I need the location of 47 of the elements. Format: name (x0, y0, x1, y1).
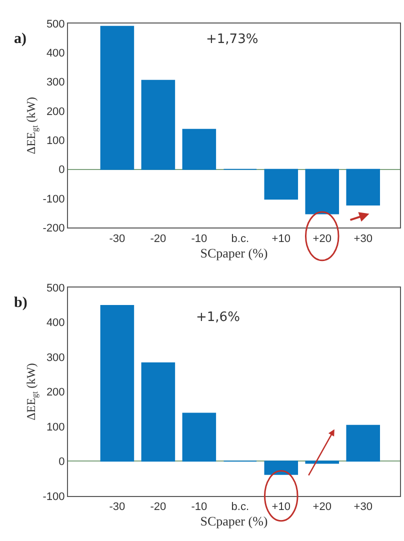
x-tick-label: +10 (272, 501, 290, 514)
text: b) (14, 295, 28, 311)
x-axis-title: SCpaper (%) (200, 514, 268, 529)
y-tick-label: 300 (46, 76, 65, 89)
annotation: +1,73% (206, 32, 258, 47)
x-tick-label: +30 (354, 501, 372, 514)
x-tick-label: -10 (191, 501, 208, 514)
bar (100, 305, 134, 462)
y-tick-label: 300 (46, 352, 65, 364)
x-tick-label: b.c. (231, 501, 250, 514)
x-tick-label: -20 (150, 232, 166, 245)
bar (264, 460, 298, 475)
bar (141, 80, 176, 170)
x-tick-label: b.c. (231, 232, 250, 245)
y-tick-label: -200 (42, 222, 65, 235)
x-tick-label: +30 (354, 232, 372, 245)
bar (346, 168, 380, 206)
y-tick-label: 200 (46, 386, 65, 399)
bar (141, 362, 176, 462)
bar (264, 168, 298, 200)
x-tick-label: -20 (150, 501, 166, 514)
x-axis-title: SCpaper (%) (200, 246, 268, 261)
x-tick-label: -30 (109, 232, 126, 245)
annotation: +1,6% (196, 310, 240, 325)
x-tick-label: +20 (312, 501, 332, 514)
y-tick-label: 500 (46, 282, 65, 294)
y-tick-label: 500 (46, 18, 65, 30)
y-tick-label: 100 (46, 135, 65, 148)
bar (182, 412, 216, 462)
text: a) (14, 31, 26, 47)
bar (100, 26, 134, 170)
y-tick-label: -100 (42, 490, 65, 503)
y-tick-label: 0 (58, 164, 65, 176)
bar (305, 460, 340, 464)
x-tick-label: -10 (191, 232, 208, 245)
y-tick-label: 200 (46, 106, 65, 118)
y-tick-label: 100 (46, 421, 65, 434)
y-tick-label: 400 (46, 317, 65, 330)
bar (182, 128, 216, 170)
x-tick-label: -30 (109, 501, 126, 514)
y-tick-label: -100 (42, 193, 65, 206)
y-tick-label: 0 (58, 456, 65, 468)
y-tick-label: 400 (46, 48, 65, 60)
x-tick-label: +10 (272, 232, 290, 245)
x-tick-label: +20 (312, 232, 332, 245)
bar (346, 424, 380, 462)
bar (305, 168, 340, 214)
